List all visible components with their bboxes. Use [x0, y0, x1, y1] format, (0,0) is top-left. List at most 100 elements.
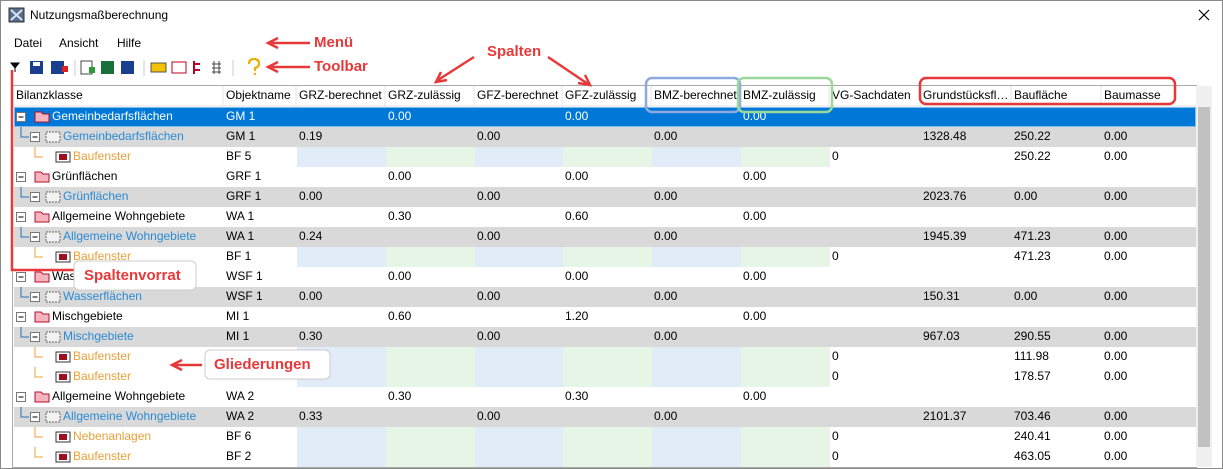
row-background[interactable] [14, 107, 1196, 127]
cell-text: 0.24 [299, 229, 323, 243]
class-icon [45, 291, 61, 303]
arrow [433, 55, 475, 84]
cell-text: GRF 1 [226, 169, 262, 183]
focus-outline [14, 107, 1196, 127]
scrollbar-thumb[interactable] [1198, 107, 1210, 447]
column-header[interactable]: GRZ-zulässig [388, 88, 461, 102]
tree-label: Grünflächen [52, 169, 117, 183]
tool-tree[interactable] [193, 61, 200, 74]
column-header[interactable]: Bilanzklasse [16, 88, 83, 102]
cell-shade [741, 147, 830, 167]
cell-text: 0.60 [388, 309, 412, 323]
object-icon-fill [59, 374, 67, 380]
cell-shade [386, 247, 475, 267]
cell-text: 471.23 [1014, 229, 1051, 243]
cell-text: 0.00 [743, 309, 767, 323]
cell-shade [563, 247, 652, 267]
cell-shade [475, 367, 563, 387]
cell-text: 0.00 [1104, 409, 1128, 423]
tree-connector [34, 147, 43, 158]
cell-shade [386, 367, 475, 387]
cell-text: 703.46 [1014, 409, 1051, 423]
cell-text: 0.00 [388, 109, 412, 123]
column-header[interactable]: BMZ-berechnet [654, 88, 737, 102]
cell-shade [297, 427, 386, 447]
tool-flag[interactable] [171, 61, 187, 74]
cell-text: 0.00 [477, 129, 501, 143]
tool-layout[interactable] [150, 62, 167, 73]
tool-new-mark [89, 67, 95, 73]
tree-connector [20, 127, 29, 138]
column-header[interactable]: BMZ-zulässig [743, 88, 816, 102]
column-header[interactable]: Baumasse [1104, 88, 1161, 102]
column-header[interactable]: Objektname [226, 88, 291, 102]
callout-box [204, 349, 331, 380]
tool-columns[interactable] [212, 61, 221, 74]
row-background[interactable] [14, 287, 1196, 307]
row-background[interactable] [14, 307, 1196, 327]
row-background[interactable] [14, 267, 1196, 287]
cell-shade [475, 147, 563, 167]
row-background[interactable] [14, 327, 1196, 347]
tree-label: Gemeinbedarfsflächen [63, 129, 184, 143]
cell-shade [475, 447, 563, 467]
tool-save-as[interactable] [51, 61, 64, 74]
cell-text: 0.00 [654, 229, 678, 243]
cell-text: WA 2 [226, 409, 255, 423]
arrow [169, 358, 202, 372]
arrow [547, 55, 593, 87]
cell-text: 0.33 [299, 409, 323, 423]
column-header[interactable]: GFZ-zulässig [565, 88, 636, 102]
cell-shade [386, 427, 475, 447]
column-header[interactable]: Grundstücksfl… [923, 88, 1008, 102]
menu-item[interactable]: Datei [14, 36, 42, 50]
class-icon [45, 231, 61, 243]
cell-text: 0.00 [1104, 229, 1128, 243]
row-background[interactable] [14, 207, 1196, 227]
column-header[interactable]: VG-Sachdaten [832, 88, 911, 102]
tree-connector [20, 407, 29, 418]
group-icon [34, 111, 50, 123]
group-icon [34, 391, 50, 403]
column-header[interactable]: GFZ-berechnet [477, 88, 559, 102]
tree-label: Baufenster [73, 349, 131, 363]
row-background[interactable] [14, 407, 1196, 427]
cell-text: 0.00 [1014, 189, 1038, 203]
tree-table: Bilanzklasse Objektname GRZ-berechnet GRZ-z… [12, 85, 1197, 468]
row-background[interactable] [14, 387, 1196, 407]
column-header[interactable]: Baufläche [1014, 88, 1068, 102]
cell-text: 0.00 [654, 329, 678, 343]
tree-connector [34, 427, 43, 438]
toolbar [9, 57, 261, 76]
tree-connector [34, 447, 43, 458]
cell-shade [563, 447, 652, 467]
tool-filter[interactable] [9, 62, 21, 72]
cell-shade [475, 247, 563, 267]
tool-import[interactable] [121, 61, 134, 74]
menu-item[interactable]: Hilfe [117, 36, 141, 50]
column-header[interactable]: GRZ-berechnet [299, 88, 382, 102]
row-background[interactable] [14, 127, 1196, 147]
cell-text: 0.30 [388, 389, 412, 403]
cell-text: BF 2 [226, 449, 252, 463]
row-background[interactable] [14, 187, 1196, 207]
menu-item[interactable]: Ansicht [59, 36, 99, 50]
cell-text: 178.57 [1014, 369, 1051, 383]
tool-export[interactable] [101, 61, 114, 74]
row-background[interactable] [14, 167, 1196, 187]
close-button[interactable] [1198, 9, 1210, 21]
cell-shade [652, 447, 741, 467]
tree-label: Allgemeine Wohngebiete [52, 389, 186, 403]
cell-text: GM 1 [226, 129, 256, 143]
class-icon [45, 331, 61, 343]
row-background[interactable] [14, 227, 1196, 247]
cell-shade [741, 447, 830, 467]
cell-text: 0.00 [654, 129, 678, 143]
cell-shade [652, 347, 741, 367]
group-icon [34, 311, 50, 323]
cell-shade [563, 427, 652, 447]
tool-help[interactable] [247, 57, 261, 75]
group-icon [34, 271, 50, 283]
cell-text: WA 1 [226, 209, 255, 223]
class-icon [45, 411, 61, 423]
